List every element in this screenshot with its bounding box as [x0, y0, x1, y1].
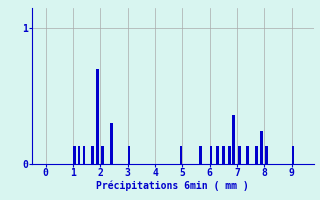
Bar	[246, 146, 249, 164]
Bar	[232, 115, 235, 164]
Bar	[216, 146, 219, 164]
Bar	[110, 123, 113, 164]
Bar	[265, 146, 268, 164]
Bar	[96, 69, 99, 164]
Bar	[238, 146, 241, 164]
Bar	[228, 146, 231, 164]
X-axis label: Précipitations 6min ( mm ): Précipitations 6min ( mm )	[96, 181, 249, 191]
Bar	[91, 146, 94, 164]
Bar	[180, 146, 182, 164]
Bar	[255, 146, 258, 164]
Bar	[199, 146, 202, 164]
Bar	[83, 146, 85, 164]
Bar	[210, 146, 212, 164]
Bar	[292, 146, 294, 164]
Bar	[78, 146, 80, 164]
Bar	[260, 131, 263, 164]
Bar	[101, 146, 104, 164]
Bar	[128, 146, 131, 164]
Bar	[73, 146, 76, 164]
Bar	[222, 146, 225, 164]
